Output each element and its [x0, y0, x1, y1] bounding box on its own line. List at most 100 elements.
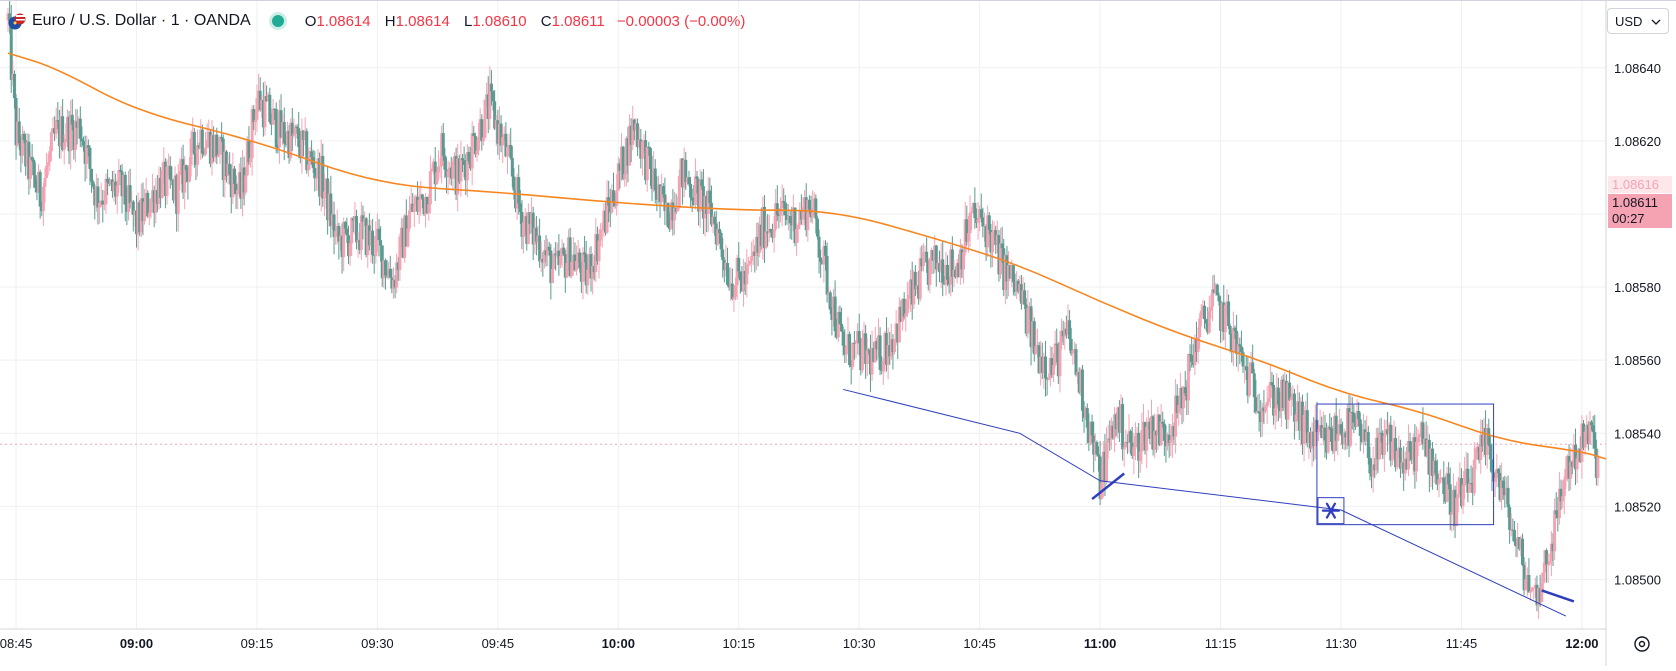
candle-body [1217, 295, 1221, 302]
candle-body [1397, 447, 1401, 452]
candle-body [287, 130, 291, 159]
candle-body [825, 255, 829, 295]
candle-body [258, 90, 262, 110]
candle-body [281, 122, 285, 138]
candle-body [1339, 424, 1343, 434]
candle-body [769, 228, 773, 232]
candle-body [456, 158, 460, 195]
symbol-title[interactable]: Euro / U.S. Dollar · 1 · OANDA [32, 12, 251, 29]
candle-body [9, 21, 13, 80]
candle-body [361, 215, 365, 222]
candle-body [550, 268, 554, 284]
candle-body [616, 163, 620, 191]
candle-body [1053, 343, 1057, 366]
ohlc-values: O1.08614 H1.08614 L1.08610 C1.08611 −0.0… [303, 13, 754, 30]
candle-body [342, 222, 346, 257]
candle-body [48, 151, 52, 163]
candle-body [1419, 422, 1423, 435]
candle-body [1484, 427, 1488, 455]
candle-body [1366, 432, 1370, 458]
previous-price-label: 1.08616 [1608, 176, 1672, 193]
candle-body [954, 269, 958, 278]
candle-body [780, 201, 784, 209]
candle-body [727, 284, 731, 288]
candle-body [1186, 354, 1190, 401]
candle-body [599, 229, 603, 241]
candle-body [1431, 448, 1435, 477]
time-tick-label: 10:00 [602, 636, 635, 651]
chevron-down-icon [1651, 14, 1661, 29]
candle-body [894, 323, 898, 339]
candle-body [603, 210, 607, 233]
candle-body [319, 155, 323, 197]
candle-body [1312, 431, 1316, 447]
candle-body [454, 155, 458, 195]
candle-body [1334, 415, 1338, 441]
time-axis[interactable]: 08:45 09:00 09:15 09:30 09:45 10:00 10:15 10:30… [0, 636, 1599, 651]
drawings[interactable] [843, 388, 1575, 617]
marker-line [1091, 472, 1125, 501]
candle-body [788, 216, 792, 224]
time-tick-label: 10:45 [963, 636, 996, 651]
asterisk-icon-frame [1317, 497, 1345, 525]
candle-body [488, 83, 492, 119]
candle-body [782, 201, 786, 203]
candle-body [496, 120, 500, 144]
candle-body [628, 125, 632, 166]
candle-body [279, 110, 283, 138]
candle-body [1045, 378, 1049, 380]
candle-body [682, 159, 686, 188]
candle-body [1286, 382, 1290, 420]
candle-body [277, 110, 281, 148]
candle-body [595, 234, 599, 262]
candle-body [136, 202, 140, 235]
candle-body [1496, 468, 1500, 474]
candle-body [1378, 432, 1382, 460]
candle-body [1015, 280, 1019, 293]
market-status-icon[interactable] [268, 12, 287, 30]
candle-body [144, 192, 148, 202]
candle-body [257, 90, 261, 99]
candle-body [340, 235, 344, 257]
candle-body [345, 228, 349, 236]
candle-body [1264, 406, 1268, 412]
candle-body [90, 168, 94, 182]
candle-body [82, 141, 86, 146]
time-tick-label: 12:00 [1565, 636, 1598, 651]
candle-body [151, 190, 155, 199]
candle-body [1297, 401, 1301, 431]
candle-body [779, 208, 783, 216]
candle-body [774, 203, 778, 230]
candle-body [1026, 308, 1030, 334]
candle-body [1206, 323, 1210, 333]
candle-body [673, 208, 677, 221]
candle-body [411, 203, 415, 212]
candle-body [750, 255, 754, 261]
candle-body [1376, 437, 1380, 460]
candle-body [146, 192, 150, 217]
candle-body [1162, 423, 1166, 441]
candle-body [1564, 469, 1568, 480]
candle-body [101, 200, 105, 205]
candle-body [708, 190, 712, 203]
gear-icon[interactable] [1632, 634, 1652, 654]
candle-body [285, 130, 289, 144]
price-tick-label: 1.08580 [1614, 280, 1661, 295]
candle-body [772, 229, 776, 238]
candle-body [1355, 410, 1359, 427]
candle-body [891, 339, 895, 353]
candle-body [926, 262, 930, 285]
candle-body [1307, 432, 1311, 444]
candle-body [923, 251, 927, 254]
candle-body [1088, 421, 1092, 443]
candle-body [494, 120, 498, 129]
candle-body [925, 251, 929, 263]
currency-selector[interactable]: USD [1607, 8, 1669, 34]
candle-body [1361, 429, 1365, 442]
candle-body [1085, 407, 1089, 428]
candle-body [995, 235, 999, 245]
price-axis[interactable]: 1.086601.086401.086201.086001.085801.085… [1614, 0, 1661, 587]
candle-body [70, 114, 74, 125]
